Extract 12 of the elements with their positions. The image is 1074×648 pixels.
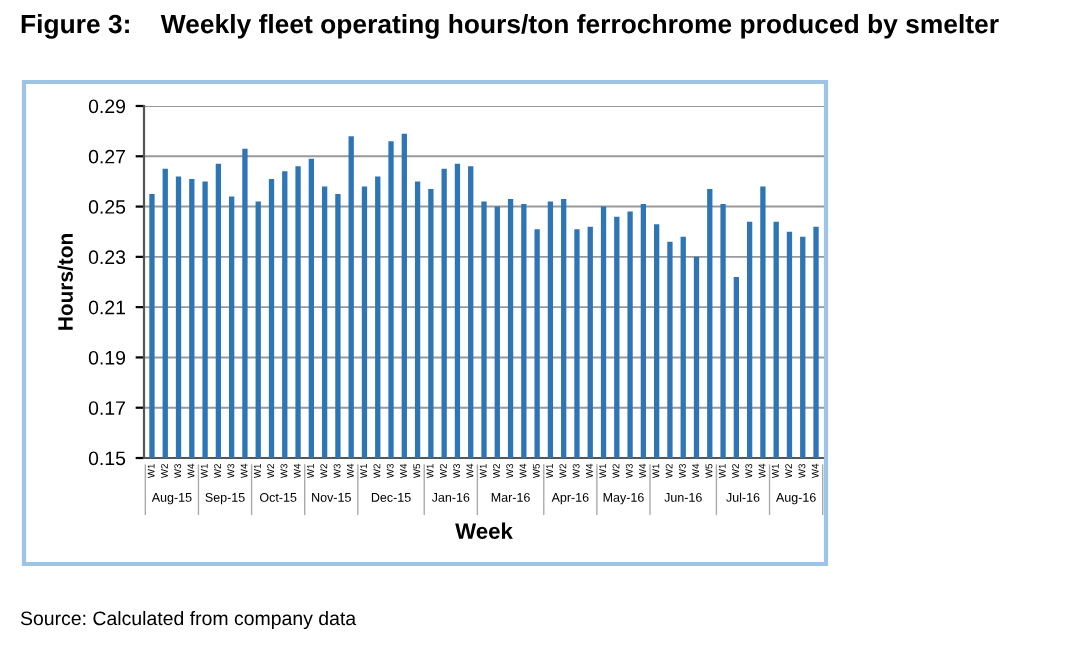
- y-tick-label: 0.17: [88, 401, 125, 415]
- y-tick-label: 0.19: [88, 350, 126, 365]
- y-tick-label: 0.29: [88, 99, 126, 114]
- y-tick-label: 0.21: [88, 300, 125, 315]
- x-axis-title: Week: [455, 522, 513, 539]
- y-tick-label: 0.25: [88, 200, 126, 214]
- y-tick-label: 0.23: [88, 250, 126, 265]
- source-note: Source: Calculated from company data: [20, 610, 357, 630]
- y-axis-title: Hours/ton: [57, 234, 74, 330]
- chart-title: Figure 3: Weekly fleet operating hours/ton ferrochrome produced by smelter: [21, 14, 999, 39]
- y-tick-label: 0.15: [88, 451, 126, 466]
- y-tick-label: 0.27: [88, 149, 125, 164]
